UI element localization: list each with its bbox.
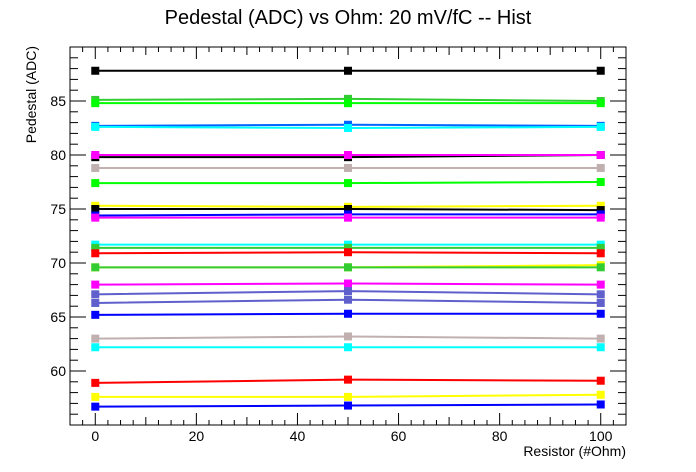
y-axis-label: Pedestal (ADC) [23,46,39,143]
data-point [91,290,100,299]
data-point [344,124,352,132]
data-point [91,310,100,319]
series-8 [91,163,605,172]
x-axis-label: Resistor (#Ohm) [523,443,626,459]
data-point [91,179,100,188]
data-point [344,375,352,384]
chart-title: Pedestal (ADC) vs Ohm: 20 mV/fC -- Hist [165,7,532,29]
data-point [344,248,352,257]
data-point [91,334,100,343]
data-point [344,205,352,213]
data-point [596,99,605,108]
data-point [596,243,605,252]
series-24 [91,343,605,352]
data-point [596,400,605,409]
data-point [344,392,352,401]
series-layer [91,66,605,411]
data-point [344,279,352,288]
x-tick-label: 20 [189,428,205,444]
series-23 [91,332,605,343]
data-point [596,280,605,289]
data-point [91,122,100,131]
data-point [91,298,100,307]
series-27 [91,400,605,411]
series-9 [91,178,605,188]
series-13 [91,213,605,222]
data-point [596,66,605,75]
y-tick-label: 75 [50,201,66,217]
series-19 [91,279,605,289]
data-point [596,343,605,352]
data-point [344,295,352,304]
data-point [344,343,352,352]
data-point [344,213,352,222]
data-point [344,179,352,188]
data-point [344,401,352,410]
data-point [344,99,352,108]
series-5 [91,122,605,132]
data-point [91,205,100,213]
data-point [596,178,605,186]
data-point [596,334,605,343]
data-point [596,206,605,215]
data-point [91,99,100,108]
series-11 [91,205,605,215]
data-point [596,263,605,272]
data-point [596,201,605,210]
data-point [344,66,352,75]
series-20 [91,287,605,299]
series-15 [91,243,605,252]
x-tick-label: 60 [391,428,407,444]
x-tick-label: 40 [290,428,306,444]
data-point [596,122,605,131]
data-point [344,309,352,318]
data-point [344,94,352,103]
y-tick-label: 85 [50,93,66,109]
data-point [596,309,605,318]
data-point [91,378,100,387]
data-point [596,376,605,385]
x-tick-label: 80 [492,428,508,444]
data-point [596,213,605,222]
data-point [596,298,605,307]
series-22 [91,309,605,319]
data-point [596,390,605,399]
data-point [91,213,100,222]
series-3 [91,99,605,108]
data-point [596,163,605,172]
x-tick-label: 0 [91,428,99,444]
series-26 [91,390,605,401]
data-point [596,151,605,159]
series-1 [91,66,605,75]
y-tick-label: 70 [50,255,66,271]
y-tick-label: 65 [50,309,66,325]
data-point [344,263,352,272]
y-tick-label: 80 [50,147,66,163]
data-point [344,287,352,296]
series-7 [91,151,605,159]
data-point [344,151,352,159]
series-21 [91,295,605,307]
data-point [91,163,100,172]
data-point [91,66,100,75]
data-point [344,332,352,341]
series-16 [91,248,605,258]
data-point [91,249,100,258]
data-point [344,163,352,172]
data-point [91,263,100,272]
series-25 [91,375,605,387]
y-tick-label: 60 [50,363,66,379]
data-point [344,243,352,252]
data-point [91,243,100,252]
data-point [91,151,100,159]
data-point [91,343,100,352]
data-point [596,249,605,258]
data-point [91,392,100,401]
x-tick-label: 100 [589,428,613,444]
data-point [91,280,100,289]
data-point [91,402,100,411]
data-point [596,290,605,299]
series-18 [91,263,605,272]
